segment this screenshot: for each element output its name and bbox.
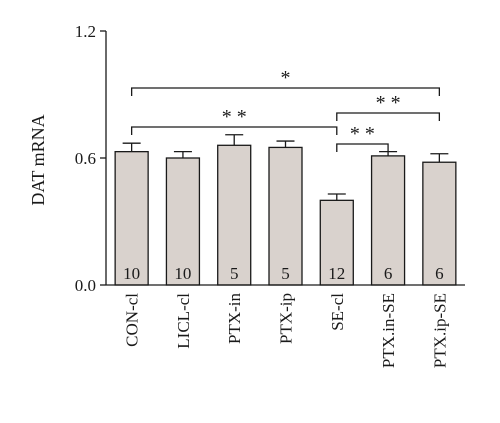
bar-PTX.ip-SE (422, 161, 457, 286)
x-tick-label: PTX.ip-SE (430, 293, 449, 368)
x-tick-label: PTX-ip (277, 293, 296, 344)
y-tick-label: 0.0 (75, 276, 96, 295)
x-tick-label: PTX-in (225, 293, 244, 345)
significance-marker: * * (222, 106, 247, 128)
significance-marker: * * (350, 123, 375, 145)
x-tick-label: CON-cl (123, 293, 142, 347)
x-tick-label: SE-cl (328, 293, 347, 331)
sample-size-label: 6 (435, 264, 444, 283)
x-tick-label: LICL-cl (174, 293, 193, 349)
significance-bracket (130, 126, 338, 135)
significance-brackets: ** ** ** * (130, 67, 441, 152)
y-ticks: 0.0 0.6 1.2 (75, 22, 106, 295)
sample-size-label: 10 (123, 264, 140, 283)
significance-marker: * (281, 67, 291, 89)
bar-CON-cl (114, 150, 149, 286)
bars-layer: 10 10 5 5 12 6 6 (114, 134, 457, 286)
x-tick-label: PTX.in-SE (379, 293, 398, 368)
sample-size-label: 12 (328, 264, 345, 283)
sample-size-label: 6 (384, 264, 393, 283)
significance-bracket (336, 112, 441, 121)
sample-size-label: 5 (281, 264, 290, 283)
significance-bracket (130, 87, 441, 96)
sample-size-label: 5 (230, 264, 239, 283)
y-tick-label: 1.2 (75, 22, 96, 41)
bar-PTX.in-SE (370, 155, 406, 286)
significance-marker: * * (376, 92, 401, 114)
y-axis-label: DAT mRNA (28, 114, 48, 205)
significance-bracket (336, 143, 389, 152)
y-tick-label: 0.6 (75, 149, 96, 168)
bar-SE-cl (319, 199, 354, 286)
x-tick-labels: CON-cl LICL-cl PTX-in PTX-ip SE-cl PTX.in-SE P… (123, 293, 450, 369)
sample-size-label: 10 (174, 264, 191, 283)
